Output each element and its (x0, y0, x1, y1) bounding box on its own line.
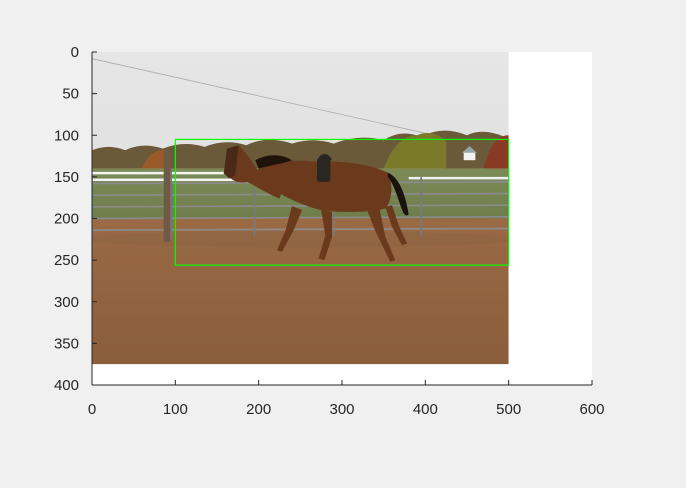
x-tick-label: 400 (413, 401, 438, 418)
y-tick-label: 100 (54, 127, 79, 144)
y-tick-label: 350 (54, 335, 79, 352)
y-tick-label: 150 (54, 169, 79, 186)
x-tick-label: 0 (88, 401, 96, 418)
y-tick-label: 250 (54, 252, 79, 269)
x-tick-label: 100 (163, 401, 188, 418)
y-tick-label: 400 (54, 377, 79, 394)
x-tick-label: 300 (329, 401, 354, 418)
y-axis-ticks: 0 50 100 150 200 250 300 350 400 (54, 44, 97, 394)
horse-photo (92, 52, 509, 365)
y-tick-label: 300 (54, 294, 79, 311)
y-tick-label: 50 (62, 86, 79, 103)
x-tick-label: 500 (496, 401, 521, 418)
x-tick-label: 200 (246, 401, 271, 418)
y-tick-label: 200 (54, 211, 79, 228)
detection-bounding-box (174, 138, 510, 266)
x-tick-label: 600 (579, 401, 604, 418)
y-tick-label: 0 (71, 44, 79, 61)
x-axis-ticks: 0 100 200 300 400 500 600 (88, 380, 605, 418)
